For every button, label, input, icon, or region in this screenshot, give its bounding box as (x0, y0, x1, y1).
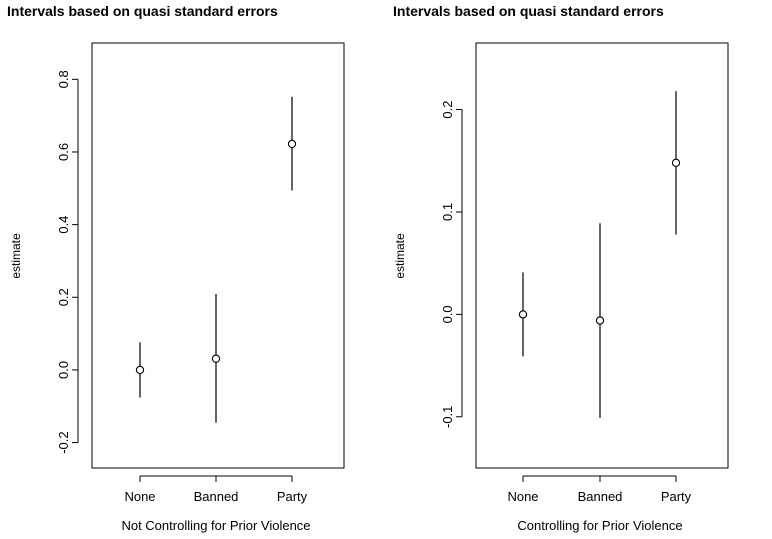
right-y-axis-label: estimate (393, 233, 407, 279)
left-x-axis-label: Not Controlling for Prior Violence (121, 518, 310, 533)
left-estimate-point-banned (211, 354, 221, 363)
right-x-tick-label-party: Party (661, 489, 692, 504)
left-y-axis-label: estimate (9, 233, 23, 279)
right-panel: Intervals based on quasi standard errors… (393, 3, 729, 533)
right-estimate-point-banned (595, 316, 605, 325)
right-x-tick-label-none: None (507, 489, 538, 504)
right-y-tick-label: 0.2 (440, 101, 455, 119)
right-estimate-point-none (518, 310, 528, 319)
left-x-tick-label-party: Party (277, 489, 308, 504)
right-y-tick-label: 0.0 (440, 305, 455, 323)
right-x-axis-label: Controlling for Prior Violence (517, 518, 682, 533)
left-estimate-point-party (287, 139, 297, 149)
left-panel-title: Intervals based on quasi standard errors (7, 3, 278, 19)
left-x-tick-label-banned: Banned (194, 489, 239, 504)
right-plot-frame (475, 42, 729, 469)
left-plot-frame (91, 42, 345, 469)
right-x-tick-label-banned: Banned (578, 489, 623, 504)
right-panel-title: Intervals based on quasi standard errors (393, 3, 664, 19)
left-y-tick-label: 0.2 (56, 288, 71, 306)
left-panel: Intervals based on quasi standard errors… (7, 3, 345, 533)
left-y-tick-label: 0.4 (56, 216, 71, 234)
right-y-tick-label: -0.1 (440, 406, 455, 428)
left-y-tick-label: -0.2 (56, 431, 71, 453)
left-y-tick-label: 0.6 (56, 143, 71, 161)
left-estimate-point-none (135, 365, 145, 375)
right-y-tick-label: 0.1 (440, 203, 455, 221)
right-estimate-point-party (671, 158, 681, 167)
left-x-tick-label-none: None (124, 489, 155, 504)
left-y-tick-label: 0.8 (56, 70, 71, 88)
left-y-tick-label: 0.0 (56, 361, 71, 379)
